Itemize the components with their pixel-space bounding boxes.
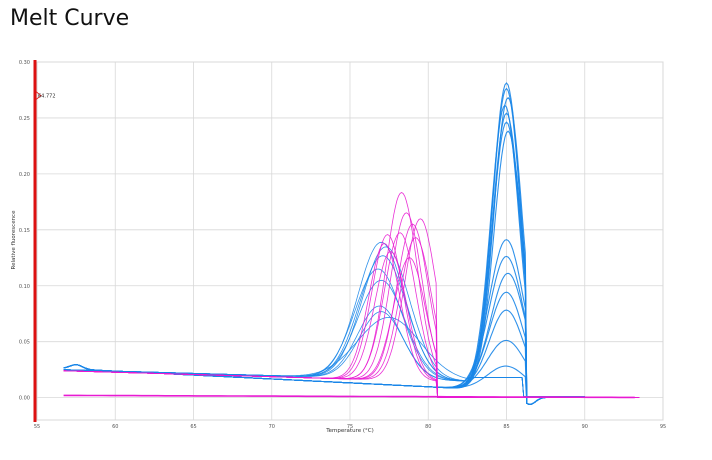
- y-axis-label: Relative fluorescence: [11, 210, 17, 270]
- x-tick-label: 90: [582, 424, 588, 430]
- series-magenta-28: [63, 223, 640, 399]
- y-tick-label: 0.10: [19, 284, 30, 290]
- x-tick-label: 60: [112, 424, 118, 430]
- series-magenta-baseline: [63, 394, 635, 399]
- series-group: [63, 82, 640, 405]
- marker-handle[interactable]: [35, 90, 42, 101]
- x-axis-label: Temperature (°C): [325, 428, 373, 434]
- y-tick-label: 0.15: [19, 228, 30, 234]
- x-tick-label: 80: [425, 424, 431, 430]
- y-tick-label: 0.20: [19, 172, 30, 178]
- grid: [36, 61, 664, 421]
- x-tick-label: 55: [34, 424, 40, 430]
- y-tick-labels: 0.00 0.05 0.10 0.15 0.20 0.25 0.30: [19, 60, 30, 402]
- x-tick-label: 70: [269, 424, 275, 430]
- series-blue-21: [63, 316, 585, 397]
- y-tick-label: 0.05: [19, 340, 30, 346]
- series-magenta-29: [63, 218, 640, 399]
- y-tick-label: 0.30: [19, 60, 30, 66]
- marker-label: 64.772: [38, 94, 56, 100]
- y-tick-label: 0.25: [19, 116, 30, 122]
- x-tick-label: 95: [660, 424, 666, 430]
- series-magenta-24: [63, 251, 640, 399]
- series-magenta-26: [63, 212, 640, 399]
- x-tick-label: 65: [190, 424, 196, 430]
- x-tick-label: 75: [347, 424, 353, 430]
- x-tick-label: 85: [503, 424, 509, 430]
- series-magenta-25: [63, 192, 640, 399]
- page-title: Melt Curve: [10, 6, 130, 31]
- temperature-marker[interactable]: 64.772: [33, 60, 56, 422]
- y-tick-label: 0.00: [19, 396, 30, 402]
- x-tick-labels: 55 60 65 70 75 80 85 90 95: [34, 424, 666, 430]
